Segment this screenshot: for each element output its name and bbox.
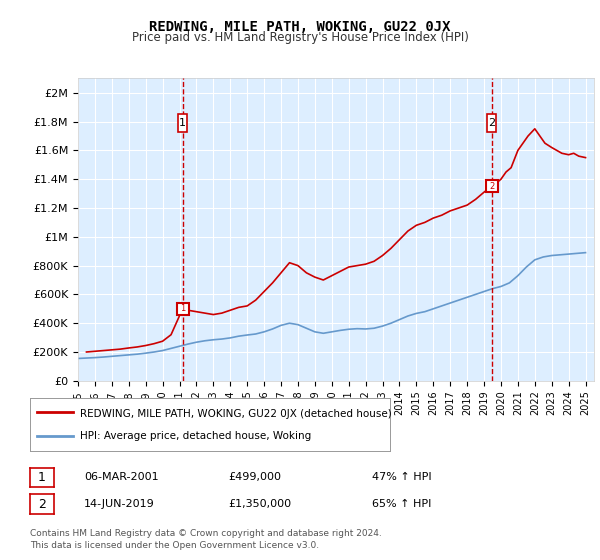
FancyBboxPatch shape xyxy=(178,114,187,132)
Text: 65% ↑ HPI: 65% ↑ HPI xyxy=(372,499,431,509)
Text: 2: 2 xyxy=(488,118,495,128)
Text: 06-MAR-2001: 06-MAR-2001 xyxy=(84,472,158,482)
Text: 47% ↑ HPI: 47% ↑ HPI xyxy=(372,472,431,482)
Text: 2: 2 xyxy=(489,182,494,191)
Text: Price paid vs. HM Land Registry's House Price Index (HPI): Price paid vs. HM Land Registry's House … xyxy=(131,31,469,44)
Text: REDWING, MILE PATH, WOKING, GU22 0JX: REDWING, MILE PATH, WOKING, GU22 0JX xyxy=(149,20,451,34)
Text: 1: 1 xyxy=(38,471,46,484)
Text: 2: 2 xyxy=(38,498,46,511)
Text: Contains HM Land Registry data © Crown copyright and database right 2024.
This d: Contains HM Land Registry data © Crown c… xyxy=(30,529,382,550)
Text: £499,000: £499,000 xyxy=(228,472,281,482)
Text: 1: 1 xyxy=(179,118,186,128)
Text: 14-JUN-2019: 14-JUN-2019 xyxy=(84,499,155,509)
Text: REDWING, MILE PATH, WOKING, GU22 0JX (detached house): REDWING, MILE PATH, WOKING, GU22 0JX (de… xyxy=(80,409,392,418)
FancyBboxPatch shape xyxy=(487,114,496,132)
Text: HPI: Average price, detached house, Woking: HPI: Average price, detached house, Woki… xyxy=(80,431,311,441)
Text: £1,350,000: £1,350,000 xyxy=(228,499,291,509)
Text: 1: 1 xyxy=(180,305,185,314)
